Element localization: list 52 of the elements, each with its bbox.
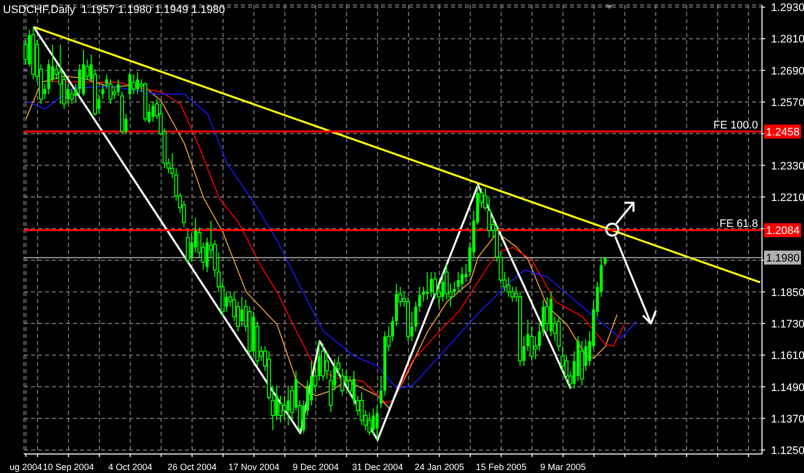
- y-tick-label: 1.1370: [771, 413, 804, 426]
- candlestick: [152, 102, 155, 122]
- y-tick-label: 1.1850: [771, 286, 804, 299]
- ref-line-label: FE 100.0: [713, 120, 758, 132]
- candlestick: [430, 272, 433, 298]
- candlestick: [190, 232, 194, 263]
- candlestick: [132, 74, 136, 95]
- x-tick-label: ug 2004: [10, 462, 42, 472]
- x-tick-label: 9 Mar 2005: [540, 462, 586, 472]
- x-tick-label: 9 Dec 2004: [292, 462, 339, 472]
- y-tick-label: 1.2930: [771, 2, 804, 14]
- candlestick: [240, 296, 244, 327]
- candlestick: [464, 264, 468, 282]
- candlestick: [286, 385, 290, 426]
- candlestick: [128, 72, 132, 100]
- annotation: 1.1980: [766, 252, 800, 265]
- x-tick-label: 24 Jan 2005: [414, 462, 464, 472]
- x-tick-label: 4 Oct 2004: [108, 462, 152, 472]
- candlestick: [348, 375, 352, 396]
- candlestick: [101, 84, 104, 100]
- y-tick-label: 1.1250: [771, 445, 804, 458]
- y-tick-label: 1.2210: [771, 192, 804, 204]
- y-tick-label: 1.2690: [771, 65, 804, 78]
- candlestick: [372, 408, 375, 436]
- candlestick: [422, 286, 425, 302]
- candlestick: [452, 281, 456, 298]
- candlestick: [108, 78, 113, 104]
- candlestick: [460, 266, 464, 290]
- candlestick: [74, 84, 78, 103]
- candlestick: [186, 230, 190, 265]
- candlestick: [78, 64, 82, 95]
- annotation: 1.2084: [766, 225, 800, 238]
- y-tick-label: 1.2810: [771, 34, 804, 46]
- candlestick: [24, 39, 28, 65]
- candlestick: [376, 404, 379, 441]
- candlestick: [367, 412, 372, 436]
- y-tick-label: 1.1490: [771, 382, 804, 394]
- x-tick-label: 10 Sep 2004: [42, 462, 94, 472]
- candlestick: [379, 375, 382, 409]
- annotation: 1.2458: [766, 126, 800, 139]
- x-tick-label: 26 Oct 2004: [168, 462, 217, 472]
- y-tick-label: 1.1730: [771, 318, 804, 330]
- candlestick: [538, 322, 541, 352]
- line-series: [32, 26, 572, 442]
- x-tick-label: 31 Dec 2004: [352, 462, 404, 472]
- y-tick-label: 1.1610: [771, 350, 804, 362]
- x-tick-label: 17 Nov 2004: [228, 462, 280, 472]
- y-tick-label: 1.2570: [771, 97, 804, 110]
- y-tick-label: 1.2330: [771, 160, 804, 172]
- ref-line-label: FE 61.8: [719, 218, 758, 230]
- x-tick-label: 15 Feb 2005: [476, 462, 526, 472]
- chart-title: USDCHF,Daily 1.1957 1.1980 1.1949 1.1980: [3, 4, 225, 16]
